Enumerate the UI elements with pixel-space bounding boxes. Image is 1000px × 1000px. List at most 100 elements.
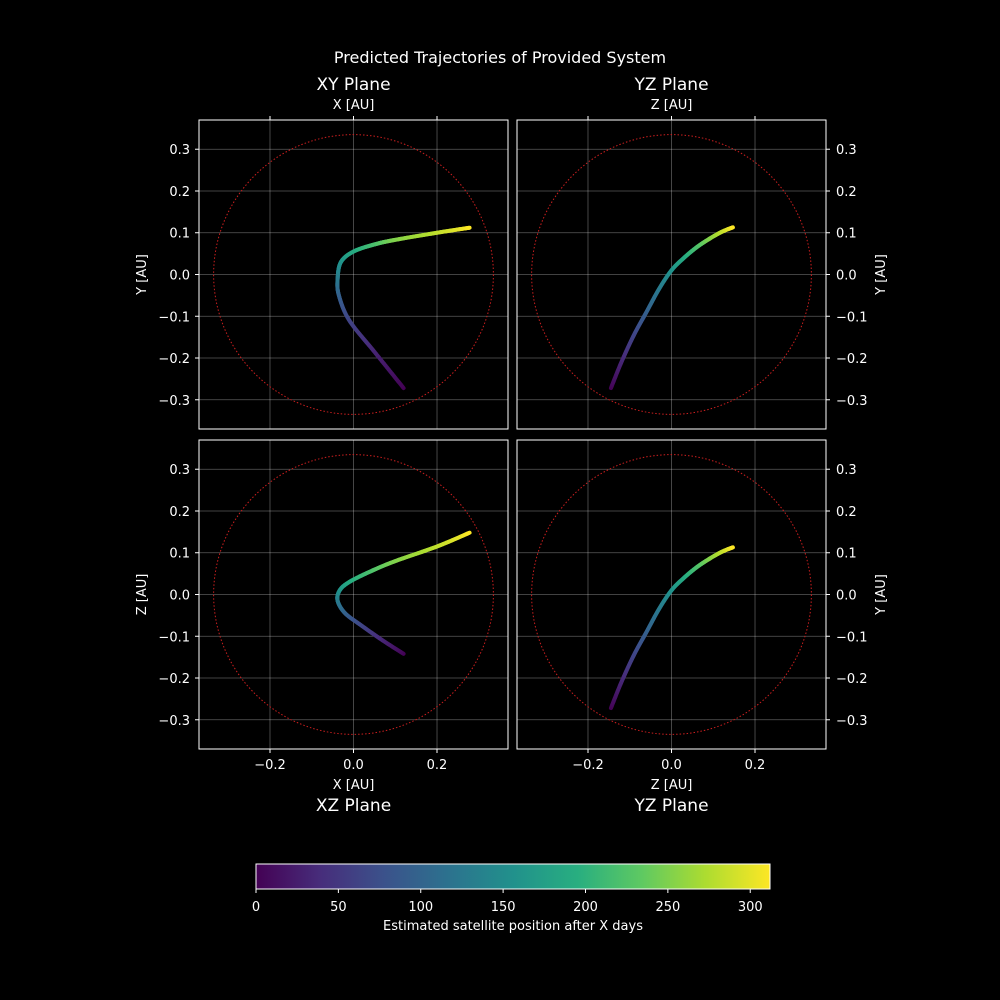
y-tick-label: 0.2 — [836, 505, 857, 520]
subplot-title: YZ Plane — [633, 796, 708, 816]
trajectory-line — [335, 530, 472, 656]
trajectory-point — [708, 238, 710, 240]
colorbar-tick-label: 200 — [573, 900, 598, 915]
y-tick-label: −0.3 — [836, 394, 868, 409]
y-tick-label: −0.3 — [158, 714, 190, 729]
x-tick-label: 0.2 — [427, 758, 448, 773]
trajectory-point — [695, 566, 698, 568]
trajectory-line — [608, 545, 735, 711]
trajectory-point — [633, 654, 635, 656]
trajectory-point — [695, 246, 698, 248]
trajectory-point — [352, 250, 355, 253]
y-tick-label: −0.2 — [836, 352, 868, 367]
y-tick-label: 0.0 — [169, 589, 190, 604]
trajectory-point — [645, 631, 648, 633]
trajectory-point — [620, 681, 622, 683]
y-tick-label: −0.2 — [836, 672, 868, 687]
trajectory-point — [373, 351, 375, 353]
trajectory-point — [436, 232, 438, 234]
trajectory-point — [348, 319, 350, 322]
trajectory-point — [337, 278, 339, 280]
subplot-1: −0.3 −0.2 −0.1 0.0 0.1 0.2 0.3 XY Plane X [AU] Y … — [135, 75, 509, 430]
y-tick-label: 0.3 — [169, 143, 190, 158]
y-tick-label: 0.1 — [836, 547, 857, 562]
y-tick-label: 0.2 — [836, 185, 857, 200]
y-tick-label: 0.0 — [836, 589, 857, 604]
boundary-circle — [213, 454, 494, 735]
colorbar-tick-label: 150 — [491, 900, 516, 915]
boundary-circle — [213, 134, 494, 415]
subplot-title: YZ Plane — [633, 75, 708, 95]
x-tick-label: 0.0 — [343, 758, 364, 773]
trajectory-point — [620, 361, 622, 363]
trajectory-point — [337, 600, 339, 602]
boundary-circle — [531, 134, 812, 415]
trajectory-point — [403, 653, 405, 655]
trajectory-point — [468, 227, 471, 229]
trajectory-point — [610, 707, 612, 709]
trajectory-point — [382, 639, 384, 642]
y-tick-label: 0.1 — [169, 227, 190, 242]
trajectory-point — [645, 311, 648, 313]
subplot-4: −0.2 0.0 0.2 −0.3 −0.2 −0.1 0.0 0.1 0.2 0.3 Z [AU]… — [516, 439, 889, 816]
trajectory-point — [339, 589, 341, 591]
x-tick-label: −0.2 — [254, 758, 286, 773]
y-axis-label: Y [AU] — [135, 254, 150, 296]
subplot-title: XY Plane — [316, 75, 390, 95]
y-tick-label: 0.0 — [169, 269, 190, 284]
subplot-title: XZ Plane — [316, 796, 391, 816]
y-tick-label: 0.3 — [836, 143, 857, 158]
y-tick-label: 0.2 — [169, 505, 190, 520]
y-axis-label: Y [AU] — [874, 254, 889, 296]
y-tick-label: −0.2 — [158, 672, 190, 687]
y-tick-label: −0.1 — [158, 310, 190, 325]
colorbar-tick-label: 300 — [738, 900, 763, 915]
y-axis-label: Z [AU] — [135, 574, 150, 616]
y-tick-label: −0.1 — [836, 310, 868, 325]
x-axis-label: X [AU] — [333, 98, 375, 113]
colorbar-tick-label: 250 — [655, 900, 680, 915]
y-tick-label: −0.2 — [158, 352, 190, 367]
trajectory-line — [608, 225, 735, 391]
trajectory-point — [683, 257, 685, 259]
trajectory-point — [394, 560, 396, 562]
x-axis-label: Z [AU] — [651, 98, 693, 113]
colorbar-label: Estimated satellite position after X day… — [383, 919, 643, 934]
y-tick-label: 0.1 — [169, 547, 190, 562]
colorbar-gradient — [255, 863, 771, 890]
x-tick-label: −0.2 — [572, 758, 604, 773]
y-tick-label: 0.2 — [169, 185, 190, 200]
y-axis-label: Y [AU] — [874, 574, 889, 616]
y-tick-label: 0.3 — [169, 463, 190, 478]
trajectory-point — [373, 243, 375, 246]
y-tick-label: 0.3 — [836, 463, 857, 478]
trajectory-point — [344, 612, 346, 614]
trajectory-point — [338, 294, 340, 296]
trajectory-point — [610, 387, 612, 389]
trajectory-point — [683, 577, 685, 579]
trajectory-point — [348, 581, 350, 583]
trajectory-point — [721, 551, 723, 553]
x-tick-label: 0.0 — [661, 758, 682, 773]
y-tick-label: −0.1 — [836, 630, 868, 645]
trajectory-point — [670, 589, 673, 591]
trajectory-point — [721, 231, 723, 233]
y-tick-label: −0.1 — [158, 630, 190, 645]
colorbar: 0 50 100 150 200 250 300 Estimated satellite p… — [252, 863, 771, 934]
colorbar-tick-label: 50 — [330, 900, 347, 915]
trajectory-point — [633, 334, 635, 336]
trajectory-point — [403, 387, 405, 389]
trajectory-point — [658, 288, 660, 290]
trajectory-point — [369, 570, 371, 573]
colorbar-tick-label: 100 — [408, 900, 433, 915]
colorbar-tick-label: 0 — [252, 900, 260, 915]
x-axis-label: X [AU] — [333, 778, 375, 793]
y-tick-label: −0.3 — [836, 714, 868, 729]
trajectory-point — [468, 532, 471, 534]
y-tick-label: 0.1 — [836, 227, 857, 242]
trajectory-point — [436, 545, 438, 548]
trajectory-point — [361, 625, 363, 627]
trajectory-line — [335, 225, 472, 391]
x-tick-label: 0.2 — [745, 758, 766, 773]
